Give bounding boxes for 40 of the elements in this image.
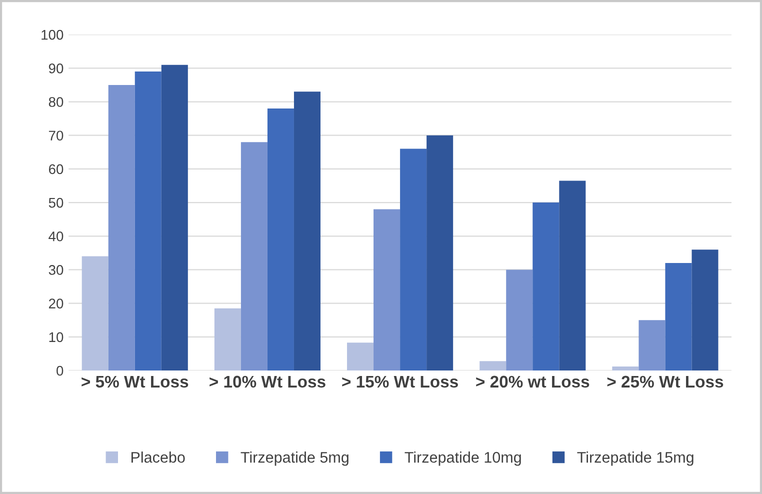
legend-label: Tirzepatide 15mg <box>577 452 694 466</box>
y-tick-label: 70 <box>48 130 64 141</box>
bar <box>347 342 374 370</box>
y-tick-label: 60 <box>48 164 64 174</box>
bar <box>612 366 639 370</box>
bar <box>161 64 188 370</box>
bar <box>108 84 135 370</box>
bar <box>294 92 320 370</box>
x-tick-label: > 15% Wt Loss <box>342 376 458 388</box>
y-tick-label: 20 <box>48 298 64 308</box>
bar <box>665 263 692 370</box>
legend-label: Tirzepatide 10mg <box>404 452 521 466</box>
legend-label: Placebo <box>131 452 185 463</box>
bar <box>638 320 666 370</box>
x-tick-label: > 10% Wt Loss <box>210 376 326 388</box>
y-tick-label: 80 <box>48 97 64 107</box>
y-tick-label: 0 <box>56 366 64 376</box>
legend-label: Tirzepatide 5mg <box>240 452 348 466</box>
bar <box>559 180 586 370</box>
bar <box>214 308 241 370</box>
bar <box>532 202 560 370</box>
bar <box>426 135 454 370</box>
bar <box>82 256 108 370</box>
bar <box>400 148 427 370</box>
y-tick-label: 40 <box>48 231 64 242</box>
bar <box>506 270 533 370</box>
bar <box>267 108 294 370</box>
bar <box>374 209 400 370</box>
y-tick-label: 10 <box>49 332 64 342</box>
x-tick-label: > 25% Wt Loss <box>607 376 724 388</box>
bar <box>134 72 162 370</box>
y-tick-label: 90 <box>48 64 64 74</box>
bar <box>692 250 718 370</box>
x-tick-label: > 5% Wt Loss <box>82 376 188 388</box>
y-tick-label: 50 <box>48 198 64 208</box>
y-tick-label: 100 <box>42 30 64 40</box>
bar <box>240 142 268 370</box>
bar <box>480 361 506 370</box>
y-tick-label: 30 <box>48 265 64 275</box>
x-tick-label: > 20% wt Loss <box>476 376 590 388</box>
